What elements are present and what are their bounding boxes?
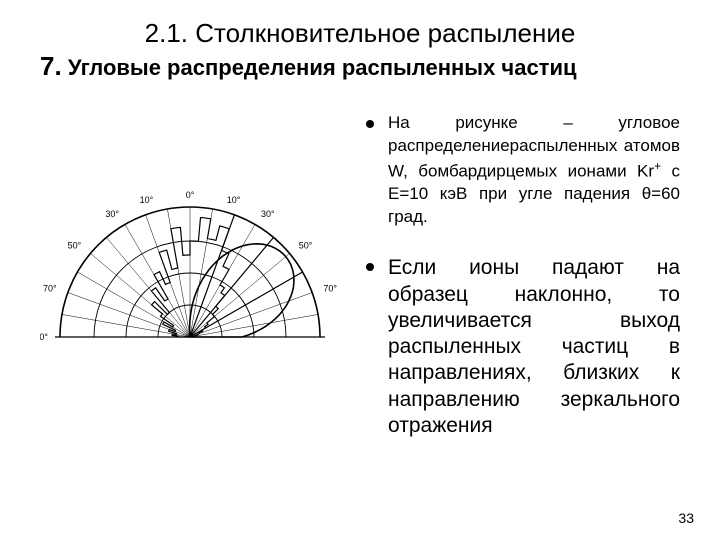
svg-text:30°: 30° [105, 209, 119, 219]
polar-diagram: 90° 70° 50° 30° 10° 0° 10° 30° 50° 70° [40, 172, 340, 377]
svg-text:10°: 10° [227, 195, 241, 205]
paragraph-2: Если ионы падают на образец наклонно, то… [388, 255, 680, 439]
svg-text:50°: 50° [299, 241, 313, 251]
bullet-dot-icon [366, 120, 374, 128]
svg-text:50°: 50° [68, 241, 82, 251]
svg-text:70°: 70° [323, 283, 337, 293]
subsection-text: Угловые распределения распыленных частиц [68, 55, 577, 80]
svg-text:70°: 70° [43, 283, 57, 293]
svg-text:30°: 30° [261, 209, 275, 219]
bullet-item-1: На рисунке – угловое распределениераспыл… [360, 112, 680, 229]
section-title: 2.1. Столкновительное распыление [40, 18, 680, 49]
bullet-dot-icon [366, 263, 374, 271]
bullet-item-2: Если ионы падают на образец наклонно, то… [360, 255, 680, 439]
svg-text:90°: 90° [40, 332, 48, 342]
subsection-number: 7. [40, 51, 62, 81]
svg-text:0°: 0° [186, 190, 195, 200]
svg-text:10°: 10° [140, 195, 154, 205]
subsection-title: 7. Угловые распределения распыленных час… [40, 51, 680, 82]
body-row: 90° 70° 50° 30° 10° 0° 10° 30° 50° 70° На рисунке… [40, 112, 680, 465]
paragraph-1: На рисунке – угловое распределениераспыл… [388, 112, 680, 229]
page-number: 33 [678, 510, 694, 526]
text-column: На рисунке – угловое распределениераспыл… [360, 112, 680, 465]
